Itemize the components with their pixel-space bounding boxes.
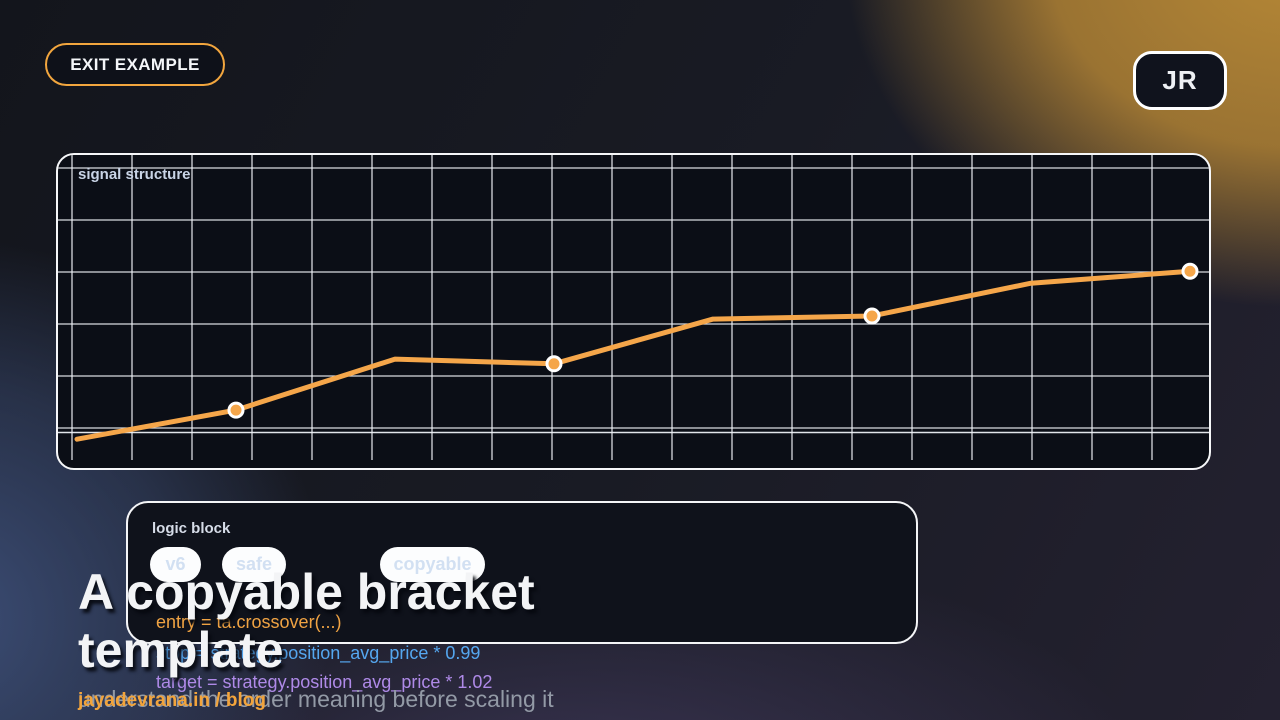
signal-chart: [58, 155, 1209, 460]
logic-block-panel: logic block v6 safe copyable: [126, 501, 918, 644]
code-line-stop: stop = strategy.position_avg_price * 0.9…: [156, 643, 481, 663]
logic-block-title: logic block: [152, 520, 231, 537]
tag-safe[interactable]: safe: [222, 547, 286, 582]
exit-example-button[interactable]: EXIT EXAMPLE: [45, 43, 225, 86]
hero-subtext: understand the order meaning before scal…: [78, 686, 554, 712]
tag-copyable[interactable]: copyable: [380, 547, 485, 582]
chart-title: signal structure: [78, 166, 191, 183]
site-link[interactable]: jayadevrana.in / blog: [78, 690, 266, 711]
code-line-entry: entry = ta.crossover(...): [156, 612, 342, 632]
code-line-target: target = strategy.position_avg_price * 1…: [156, 672, 493, 692]
tag-v6[interactable]: v6: [150, 547, 201, 582]
page-title: A copyable bracket template: [78, 564, 535, 678]
signal-structure-panel: signal structure: [56, 153, 1211, 470]
avatar[interactable]: JR: [1133, 51, 1227, 110]
